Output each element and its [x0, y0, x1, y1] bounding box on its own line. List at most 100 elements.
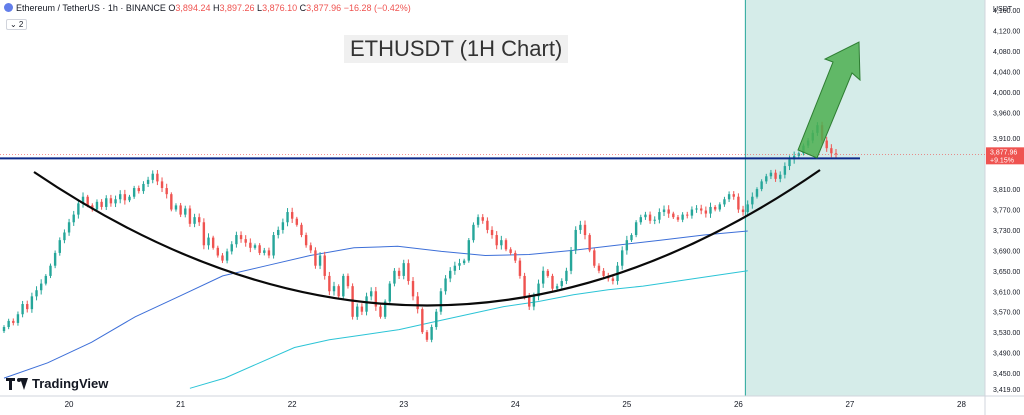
candle-body: [472, 224, 475, 241]
candle-body: [825, 140, 828, 149]
candle-body: [555, 286, 559, 289]
candle-body: [160, 181, 164, 189]
candle-body: [662, 209, 666, 213]
candle-body: [105, 198, 108, 207]
price-tick-label: 3,419.00: [993, 387, 1020, 394]
candle-body: [388, 283, 391, 302]
cup-pattern-curve: [33, 169, 821, 307]
candle-body: [546, 270, 550, 276]
time-tick-label: 25: [622, 400, 631, 409]
candle-body: [272, 235, 275, 256]
candle-body: [67, 222, 71, 233]
candle-body: [77, 203, 80, 215]
candle-body: [658, 212, 661, 220]
candle-body: [63, 232, 66, 241]
candle-body: [35, 290, 38, 297]
candle-body: [435, 311, 438, 328]
candle-body: [481, 217, 484, 221]
candle-body: [565, 270, 568, 282]
candle-body: [314, 250, 317, 266]
candle-body: [207, 237, 210, 246]
candle-body: [230, 244, 233, 252]
breakout-arrow-shape: [797, 41, 861, 159]
low-label: L: [257, 3, 263, 13]
candle-body: [644, 214, 647, 218]
price-tick-label: 3,770.00: [993, 207, 1020, 214]
candle-body: [407, 263, 410, 282]
candle-body: [541, 270, 545, 284]
candle-body: [653, 219, 656, 221]
change-value: −16.28 (−0.42%): [343, 3, 411, 13]
candle-body: [709, 206, 712, 214]
candle-body: [783, 166, 787, 175]
candle-body: [239, 235, 243, 240]
candle-body: [137, 188, 140, 192]
time-tick-label: 22: [288, 400, 297, 409]
low-value: 3,876.10: [262, 3, 298, 13]
candle-body: [170, 194, 173, 210]
candle-body: [504, 240, 508, 250]
last-price-label: 3,877.96: [990, 149, 1017, 156]
open-label: O: [168, 3, 176, 13]
candle-body: [198, 217, 201, 223]
candle-body: [634, 222, 638, 236]
candle-body: [686, 214, 689, 216]
candle-body: [21, 304, 24, 315]
tradingview-logo[interactable]: TradingView: [6, 376, 108, 391]
candle-body: [72, 214, 75, 223]
candle-body: [639, 217, 642, 223]
last-change-label: +9.15%: [990, 157, 1014, 164]
candle-body: [193, 217, 196, 224]
candle-body: [318, 255, 322, 266]
candle-body: [86, 196, 89, 206]
price-tick-label: 4,080.00: [993, 49, 1020, 56]
legend-toggle-button[interactable]: ⌄ 2: [6, 19, 28, 30]
candle-body: [216, 247, 220, 256]
candle-body: [151, 173, 154, 180]
candle-body: [411, 281, 415, 297]
candle-body: [332, 286, 336, 292]
candle-body: [337, 286, 340, 297]
candle-body: [342, 275, 345, 297]
breakout-zone: [745, 0, 985, 396]
candle-body: [58, 240, 61, 253]
candle-body: [2, 327, 6, 332]
candle-body: [648, 214, 652, 221]
candle-body: [100, 201, 103, 207]
candle-body: [346, 275, 350, 287]
price-tick-label: 3,810.00: [993, 187, 1020, 194]
candle-body: [267, 250, 271, 256]
candle-body: [211, 237, 215, 248]
candle-body: [574, 229, 577, 251]
candle-body: [12, 320, 15, 323]
candle-body: [676, 217, 680, 220]
candle-body: [430, 327, 433, 340]
candle-body: [26, 304, 29, 310]
candle-body: [453, 265, 457, 271]
candle-body: [700, 208, 703, 211]
candle-body: [328, 275, 331, 292]
candle-body: [119, 194, 122, 200]
candle-body: [449, 270, 452, 279]
candle-body: [281, 222, 285, 230]
candle-body: [146, 179, 150, 184]
candle-body: [537, 283, 540, 297]
candle-body: [277, 229, 280, 236]
candle-body: [579, 224, 582, 230]
candle-body: [704, 210, 708, 214]
time-tick-label: 27: [845, 400, 854, 409]
candle-body: [356, 306, 359, 317]
candle-body: [523, 275, 526, 297]
price-tick-label: 3,530.00: [993, 330, 1020, 337]
candle-body: [630, 235, 633, 241]
candle-body: [462, 260, 466, 264]
candle-body: [379, 306, 382, 317]
candle-body: [39, 283, 43, 291]
candle-body: [369, 291, 373, 297]
candle-body: [174, 205, 178, 210]
candle-body: [425, 332, 429, 340]
price-tick-label: 3,730.00: [993, 228, 1020, 235]
candle-body: [323, 255, 326, 276]
